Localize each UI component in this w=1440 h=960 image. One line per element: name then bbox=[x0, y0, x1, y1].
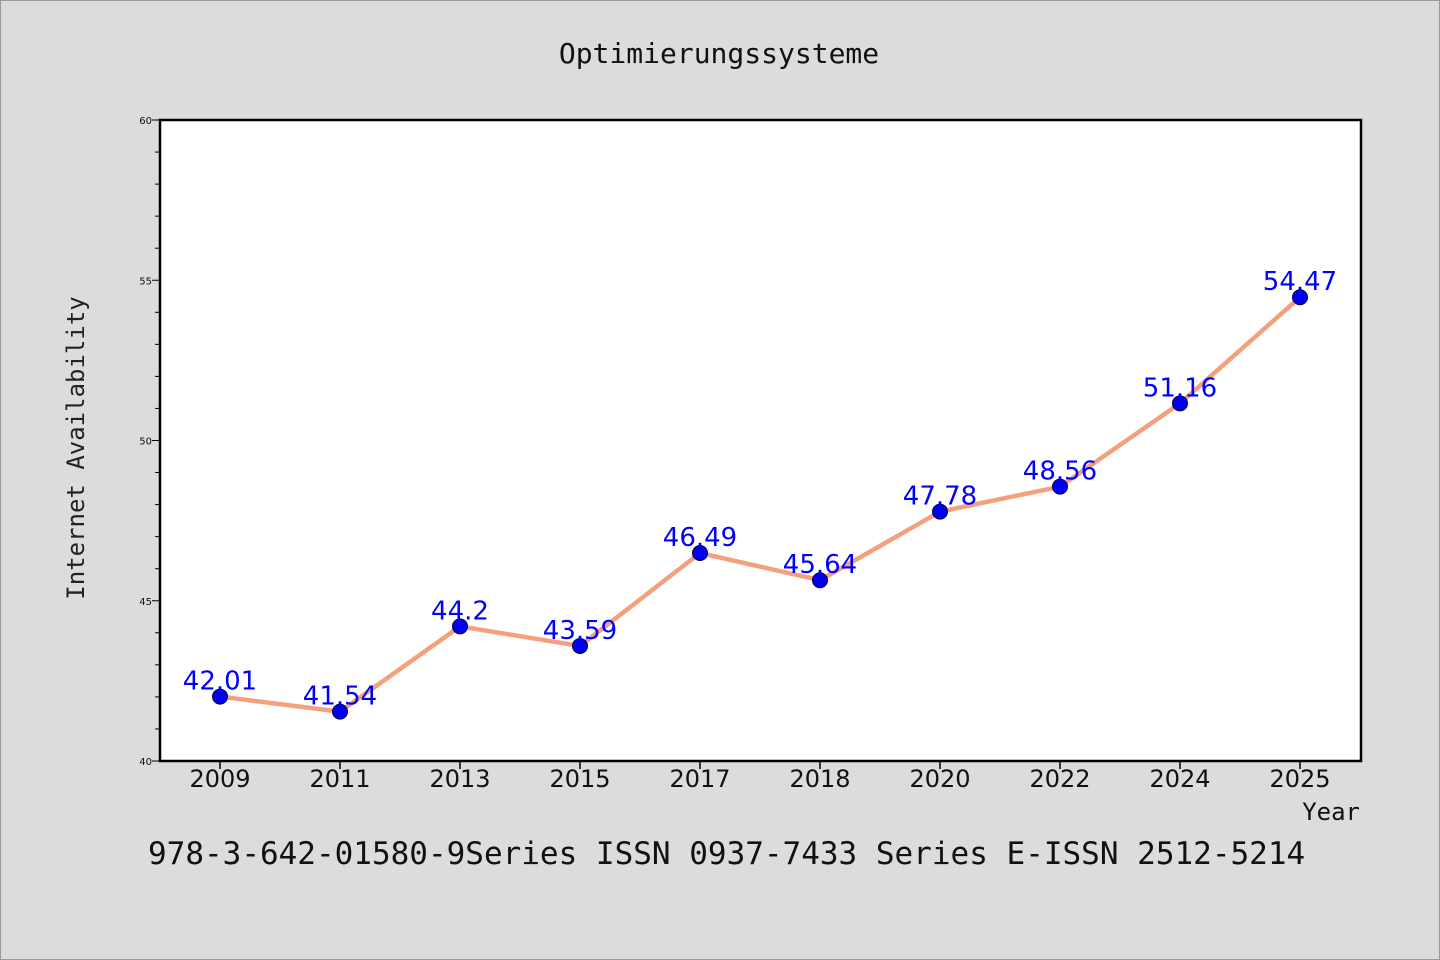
y-tick-label: 40 bbox=[139, 757, 152, 768]
x-tick-label: 2013 bbox=[429, 765, 490, 793]
data-label: 51.16 bbox=[1143, 373, 1217, 403]
data-label: 47.78 bbox=[903, 482, 977, 512]
x-tick-label: 2020 bbox=[909, 765, 970, 793]
data-label: 54.47 bbox=[1263, 267, 1337, 297]
data-label: 41.54 bbox=[303, 682, 377, 712]
x-axis-label: Year bbox=[1302, 798, 1360, 826]
data-label: 46.49 bbox=[663, 523, 737, 553]
y-tick-label: 50 bbox=[139, 437, 152, 448]
data-label: 44.2 bbox=[431, 596, 489, 626]
data-point bbox=[692, 544, 708, 561]
data-point bbox=[812, 572, 828, 589]
data-label: 45.64 bbox=[783, 550, 857, 580]
x-tick-label: 2018 bbox=[789, 765, 850, 793]
data-point bbox=[1292, 289, 1308, 306]
data-points bbox=[212, 289, 1308, 720]
x-tick-label: 2022 bbox=[1029, 765, 1090, 793]
data-labels: 42.01 41.54 44.2 43.59 46.49 45.64 47.78 48.56 5… bbox=[183, 267, 1337, 711]
y-tick-label: 60 bbox=[139, 116, 152, 127]
data-point bbox=[332, 703, 348, 720]
y-tick-label: 55 bbox=[139, 276, 152, 287]
x-tick-label: 2009 bbox=[189, 765, 250, 793]
series-line bbox=[217, 294, 1303, 714]
data-point bbox=[1052, 478, 1068, 495]
footer-isbn-issn: 978-3-642-01580-9Series ISSN 0937-7433 S… bbox=[148, 836, 1305, 872]
data-point bbox=[572, 637, 588, 654]
data-label: 42.01 bbox=[183, 667, 257, 697]
y-axis-label: Internet Availability bbox=[62, 296, 90, 599]
data-label: 43.59 bbox=[543, 616, 617, 646]
x-tick-label: 2011 bbox=[309, 765, 370, 793]
y-tick-label: 45 bbox=[139, 597, 152, 608]
data-point bbox=[1172, 395, 1188, 412]
x-tick-label: 2017 bbox=[669, 765, 730, 793]
x-tick-label: 2025 bbox=[1269, 765, 1330, 793]
x-axis: 2009 2011 2013 2015 2017 2018 2020 2022 2024 2025 bbox=[189, 761, 1331, 793]
data-point bbox=[932, 503, 948, 520]
data-label: 48.56 bbox=[1023, 457, 1097, 487]
x-tick-label: 2024 bbox=[1149, 765, 1210, 793]
chart-title: Optimierungssysteme bbox=[559, 37, 879, 70]
plot-area bbox=[158, 118, 1363, 763]
data-point bbox=[212, 688, 228, 705]
y-axis: 40 45 50 55 60 bbox=[139, 116, 160, 768]
data-point bbox=[452, 618, 468, 635]
x-tick-label: 2015 bbox=[549, 765, 610, 793]
